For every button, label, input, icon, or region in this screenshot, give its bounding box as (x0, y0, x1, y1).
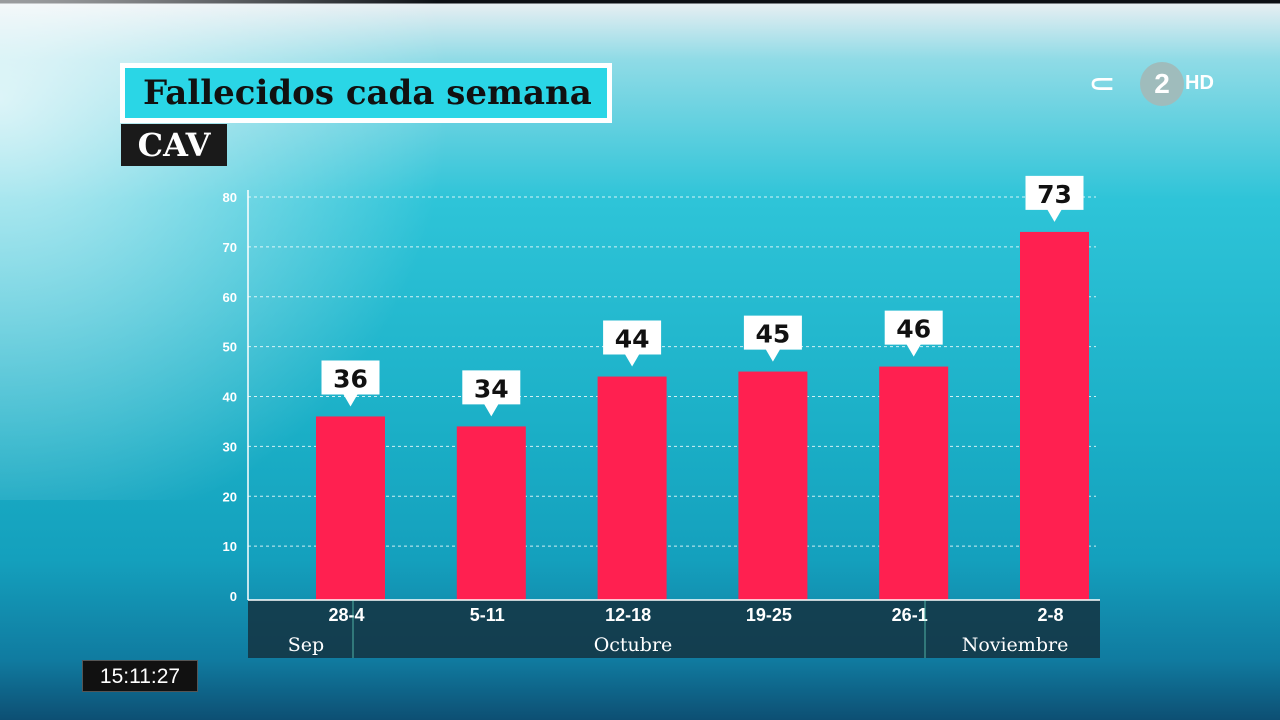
data-label: 34 (474, 374, 509, 403)
x-axis-band (248, 600, 1100, 658)
chart-title-box: Fallecidos cada semana (120, 63, 612, 123)
data-label-bubble (884, 310, 943, 357)
y-tick-label: 60 (223, 290, 237, 305)
y-tick-label: 0 (230, 589, 237, 604)
data-label: 73 (1037, 180, 1072, 209)
y-tick-label: 10 (223, 539, 237, 554)
y-tick-label: 20 (223, 489, 237, 504)
data-label: 45 (756, 320, 791, 349)
data-label: 36 (333, 364, 368, 393)
chart-title: Fallecidos cada semana (125, 68, 607, 118)
data-label-bubble (603, 320, 662, 367)
bar (1020, 231, 1089, 600)
bar (597, 376, 667, 600)
month-label: Octubre (594, 634, 673, 656)
x-tick-label: 2-8 (1037, 605, 1063, 625)
x-tick-label: 19-25 (746, 605, 792, 625)
y-tick-label: 80 (223, 190, 237, 205)
data-label-bubble (321, 360, 380, 407)
bar (316, 416, 385, 600)
channel-logo: ⸦ 2 HD (1085, 60, 1225, 110)
clock: 15:11:27 (82, 660, 198, 692)
bar (738, 371, 808, 600)
x-tick-label: 12-18 (605, 605, 651, 625)
bar (456, 426, 526, 600)
data-label: 46 (896, 315, 931, 344)
hd-badge: HD (1185, 72, 1214, 94)
bar (879, 366, 949, 600)
eitb-logo-icon: ⸦ (1085, 66, 1119, 104)
y-tick-label: 40 (223, 390, 237, 405)
month-label: Sep (288, 634, 324, 656)
channel-number: 2 (1140, 62, 1184, 106)
y-tick-label: 70 (223, 240, 237, 255)
x-tick-label: 28-4 (328, 605, 364, 625)
data-label-bubble (1025, 175, 1084, 222)
month-label: Noviembre (962, 634, 1069, 656)
y-tick-label: 50 (223, 340, 237, 355)
data-label-bubble (743, 315, 802, 362)
region-label: CAV (121, 124, 227, 166)
data-label: 44 (615, 325, 650, 354)
y-tick-label: 30 (223, 439, 237, 454)
x-tick-label: 5-11 (470, 605, 505, 625)
data-label-bubble (462, 370, 521, 417)
x-tick-label: 26-1 (892, 605, 928, 625)
